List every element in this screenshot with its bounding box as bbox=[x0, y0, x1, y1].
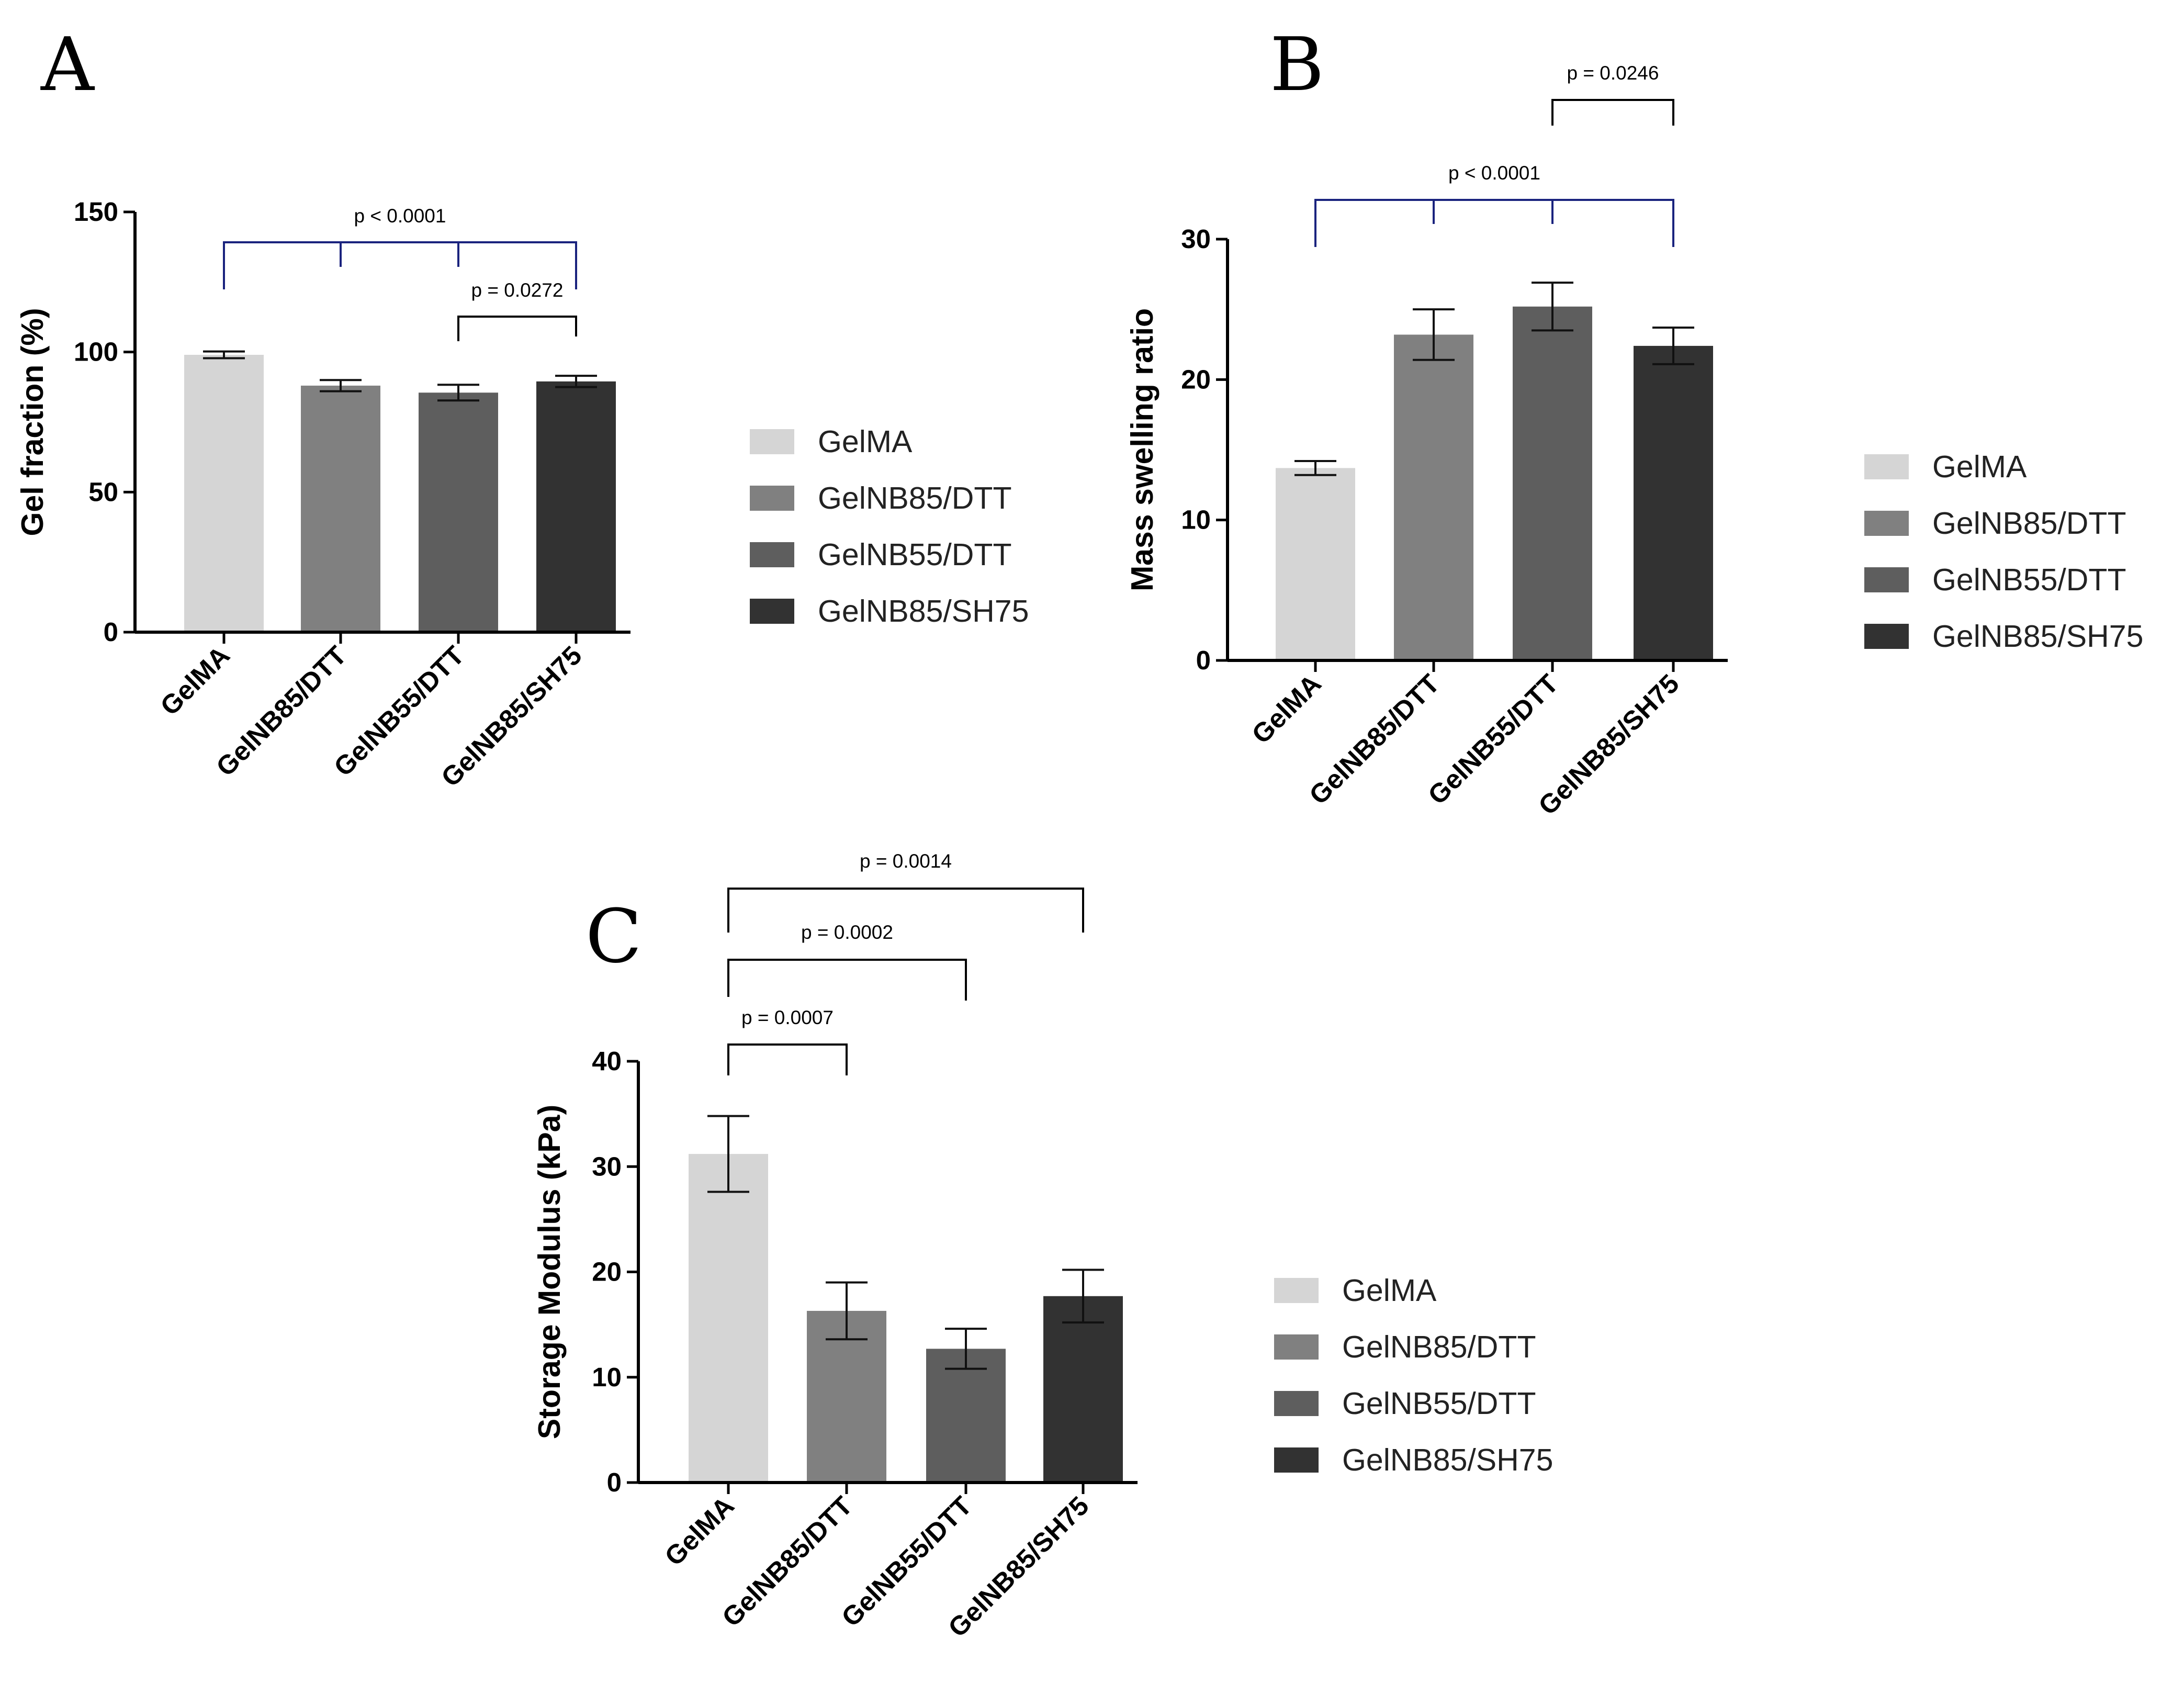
x-tick-label: GelMA bbox=[154, 640, 235, 721]
panel-b-chart: B 0 10 20 30 GelMA GelNB85/DTT GelNB55/DTT GelNB… bbox=[1125, 22, 2143, 821]
y-tick-label: 0 bbox=[104, 617, 118, 647]
legend-swatch bbox=[1274, 1334, 1319, 1360]
p-value-label: p = 0.0007 bbox=[741, 1007, 834, 1028]
legend-label: GelNB55/DTT bbox=[1932, 563, 2126, 597]
y-axis-title: Storage Modulus (kPa) bbox=[532, 1105, 567, 1439]
x-tick-label: GelMA bbox=[1246, 668, 1327, 749]
bar-gelma bbox=[184, 355, 264, 632]
panel-letter: A bbox=[40, 22, 95, 108]
error-bar bbox=[1062, 1269, 1104, 1324]
legend: GelMA GelNB85/DTT GelNB55/DTT GelNB85/SH75 bbox=[750, 424, 1029, 628]
legend-swatch bbox=[750, 542, 794, 567]
error-bar bbox=[1413, 308, 1455, 361]
y-tick-label: 50 bbox=[88, 477, 118, 507]
p-value-label: p < 0.0001 bbox=[1448, 162, 1540, 184]
error-bar bbox=[1294, 459, 1336, 476]
legend-swatch bbox=[750, 429, 794, 454]
p-value-label: p = 0.0246 bbox=[1567, 62, 1659, 84]
significance-bracket bbox=[1551, 99, 1674, 126]
legend-label: GelNB55/DTT bbox=[1342, 1386, 1536, 1421]
legend-swatch bbox=[1864, 511, 1909, 536]
legend: GelMA GelNB85/DTT GelNB55/DTT GelNB85/SH75 bbox=[1864, 450, 2143, 654]
y-tick-label: 10 bbox=[592, 1362, 622, 1392]
legend-swatch bbox=[1864, 624, 1909, 649]
bar-gelnb55-dtt bbox=[1513, 306, 1592, 660]
legend-swatch bbox=[1274, 1447, 1319, 1473]
p-value-label: p = 0.0014 bbox=[860, 850, 952, 872]
y-tick-label: 0 bbox=[1196, 645, 1211, 675]
error-bar bbox=[203, 350, 245, 360]
legend-label: GelNB85/SH75 bbox=[818, 594, 1029, 628]
y-tick-label: 30 bbox=[1181, 224, 1211, 254]
p-value-label: p < 0.0001 bbox=[354, 205, 446, 227]
y-tick-label: 20 bbox=[1181, 364, 1211, 394]
panel-letter: B bbox=[1270, 22, 1324, 108]
legend-label: GelNB85/SH75 bbox=[1342, 1443, 1553, 1477]
bar-gelnb55-dtt bbox=[419, 392, 498, 632]
bar-gelnb85-dtt bbox=[1394, 334, 1473, 660]
y-tick-label: 100 bbox=[74, 337, 118, 367]
legend-swatch bbox=[1864, 567, 1909, 592]
legend-swatch bbox=[1864, 454, 1909, 479]
legend-swatch bbox=[1274, 1278, 1319, 1303]
significance-bracket bbox=[457, 316, 577, 341]
legend-swatch bbox=[750, 486, 794, 511]
panel-c-chart: C010203040GelMAGelNB85/DTTGelNB55/DTTGel… bbox=[532, 850, 1553, 1643]
y-tick-label: 10 bbox=[1181, 505, 1211, 535]
y-axis-title: Gel fraction (%) bbox=[15, 308, 50, 536]
legend: GelMA GelNB85/DTT GelNB55/DTT GelNB85/SH75 bbox=[1274, 1273, 1553, 1477]
bar-gelnb85-sh75 bbox=[536, 381, 616, 632]
legend-swatch bbox=[750, 599, 794, 624]
x-tick-label: GelMA bbox=[659, 1490, 740, 1571]
legend-label: GelMA bbox=[818, 424, 913, 459]
significance-bracket bbox=[727, 1043, 848, 1075]
legend-label: GelMA bbox=[1932, 450, 2027, 484]
y-tick-label: 0 bbox=[607, 1467, 622, 1497]
legend-label: GelNB85/DTT bbox=[1342, 1330, 1536, 1364]
error-bar bbox=[826, 1281, 868, 1341]
bar-gelnb85-sh75 bbox=[1634, 345, 1713, 660]
panel-a-chart: A050100150GelMAGelNB85/DTTGelNB55/DTTGel… bbox=[15, 22, 1029, 792]
error-bar bbox=[1532, 282, 1573, 332]
legend-label: GelMA bbox=[1342, 1273, 1437, 1308]
significance-bracket bbox=[1314, 199, 1674, 247]
legend-swatch bbox=[1274, 1391, 1319, 1416]
error-bar bbox=[437, 384, 479, 402]
p-value-label: p = 0.0002 bbox=[801, 922, 893, 943]
bar-gelma bbox=[1276, 468, 1355, 660]
error-bar bbox=[320, 379, 362, 392]
bar-gelnb85-dtt bbox=[301, 385, 380, 632]
legend-label: GelNB85/DTT bbox=[1932, 506, 2126, 541]
panel-letter: C bbox=[586, 894, 642, 980]
p-value-label: p = 0.0272 bbox=[471, 279, 564, 301]
y-tick-label: 20 bbox=[592, 1257, 622, 1287]
error-bar bbox=[1652, 327, 1694, 365]
bar-gelnb55-dtt bbox=[926, 1349, 1006, 1483]
significance-bracket bbox=[727, 888, 1084, 933]
bar-gelnb85-sh75 bbox=[1043, 1296, 1123, 1483]
bar-gelma bbox=[689, 1154, 768, 1483]
error-bar bbox=[555, 375, 597, 388]
legend-label: GelNB55/DTT bbox=[818, 537, 1011, 572]
y-tick-label: 30 bbox=[592, 1151, 622, 1181]
y-axis-title: Mass swelling ratio bbox=[1125, 308, 1159, 591]
y-tick-label: 40 bbox=[592, 1046, 622, 1076]
legend-label: GelNB85/SH75 bbox=[1932, 619, 2143, 654]
error-bar bbox=[707, 1115, 749, 1193]
y-tick-label: 150 bbox=[74, 197, 118, 227]
error-bar bbox=[945, 1328, 987, 1370]
significance-bracket bbox=[727, 959, 967, 1001]
legend-label: GelNB85/DTT bbox=[818, 481, 1011, 515]
significance-bracket bbox=[223, 241, 577, 289]
